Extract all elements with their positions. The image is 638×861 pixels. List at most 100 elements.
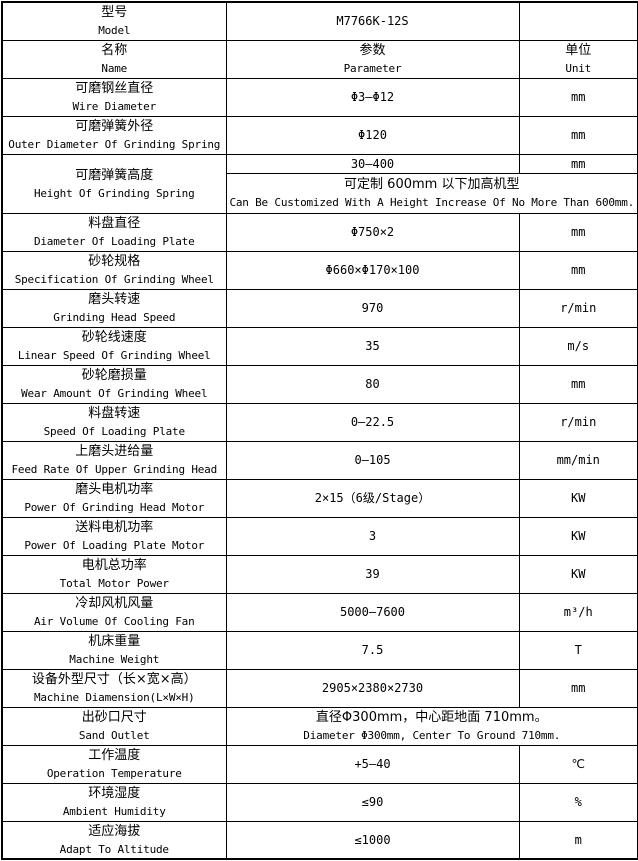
unit-cell: r/min <box>518 402 638 442</box>
param-name-zh: 上磨头进给量 <box>75 444 154 459</box>
unit-value: mm <box>571 225 586 239</box>
param-name-en: Power Of Loading Plate Motor <box>24 539 205 552</box>
row-model: 型号 Model M7766K-12S <box>1 1 638 41</box>
param-value: +5—40 <box>354 757 391 771</box>
unit-value: mm <box>571 128 586 142</box>
param-value-cell: ≤90 <box>225 782 520 822</box>
param-name-zh: 可磨钢丝直径 <box>75 81 154 96</box>
unit-value: mm <box>571 377 586 391</box>
row-wire-diameter: 可磨钢丝直径 Wire Diameter Φ3—Φ12 mm <box>1 77 638 117</box>
param-name-en: Specification Of Grinding Wheel <box>14 273 214 286</box>
param-name-en: Wear Amount Of Grinding Wheel <box>21 387 208 400</box>
param-name-en: Diameter Of Loading Plate <box>33 235 195 248</box>
param-value: 30—400 <box>350 156 395 171</box>
row-wheel-linear-speed: 砂轮线速度 Linear Speed Of Grinding Wheel 35 … <box>1 326 638 366</box>
param-value-cell: 2905×2380×2730 <box>225 668 520 708</box>
param-value: 2×15（6级/Stage） <box>314 491 431 505</box>
unit-value: m <box>574 832 582 847</box>
row-machine-weight: 机床重量 Machine Weight 7.5 T <box>1 630 638 670</box>
row-loading-plate-diameter: 料盘直径 Diameter Of Loading Plate Φ750×2 mm <box>1 212 638 252</box>
param-name-zh: 送料电机功率 <box>75 520 154 535</box>
row-wheel-wear-amount: 砂轮磨损量 Wear Amount Of Grinding Wheel 80 m… <box>1 364 638 404</box>
param-value-cell: +5—40 <box>225 744 520 784</box>
param-value: 35 <box>365 339 380 353</box>
unit-value: mm <box>571 90 586 104</box>
param-value: Φ750×2 <box>350 225 395 239</box>
unit-value: % <box>574 795 582 809</box>
param-value-cell: 3 <box>225 516 520 556</box>
param-value-cell: 970 <box>225 288 520 328</box>
header-unit-cell: 单位 Unit <box>518 39 638 79</box>
param-name-en: Power Of Grinding Head Motor <box>24 501 205 514</box>
row-loading-plate-motor-power: 送料电机功率 Power Of Loading Plate Motor 3 KW <box>1 516 638 556</box>
unit-cell: mm <box>518 77 638 117</box>
unit-cell: m³/h <box>518 592 638 632</box>
row-machine-dimension: 设备外型尺寸（长×宽×高） Machine Diamension(L×W×H) … <box>1 668 638 708</box>
param-value: Φ660×Φ170×100 <box>325 263 420 277</box>
param-name-zh: 可磨弹簧外径 <box>75 119 154 134</box>
param-value-cell: 7.5 <box>225 630 520 670</box>
param-name-zh: 环境湿度 <box>88 786 141 801</box>
param-name-zh: 磨头电机功率 <box>75 482 154 497</box>
model-label-zh: 型号 <box>101 5 128 21</box>
param-value-cell: ≤1000 <box>225 820 520 860</box>
unit-cell: ℃ <box>518 744 638 784</box>
unit-value: m/s <box>567 339 590 353</box>
param-value: 39 <box>365 567 380 581</box>
unit-value: ℃ <box>571 757 585 771</box>
param-value: 7.5 <box>361 643 384 657</box>
param-name-cell: 可磨钢丝直径 Wire Diameter <box>1 77 227 117</box>
model-label-en: Model <box>98 24 131 38</box>
param-name-en: Feed Rate Of Upper Grinding Head <box>11 463 218 476</box>
param-name-cell: 磨头电机功率 Power Of Grinding Head Motor <box>1 478 227 518</box>
header-name-en: Name <box>101 62 128 75</box>
row-spring-height-note: 可定制 600mm 以下加高机型 Can Be Customized With … <box>2 172 638 214</box>
param-value-cell: Φ660×Φ170×100 <box>225 250 520 290</box>
row-cooling-fan-air-volume: 冷却风机风量 Air Volume Of Cooling Fan 5000—76… <box>1 592 638 632</box>
header-unit-zh: 单位 <box>565 43 592 58</box>
unit-value: r/min <box>560 301 597 315</box>
param-name-zh: 电机总功率 <box>81 558 147 573</box>
row-grinding-head-speed: 磨头转速 Grinding Head Speed 970 r/min <box>1 288 638 328</box>
unit-value: mm <box>571 263 586 277</box>
param-name-zh: 料盘转速 <box>88 406 141 421</box>
param-value: Φ3—Φ12 <box>350 90 395 104</box>
param-name-en: Ambient Humidity <box>62 805 166 818</box>
param-name-zh: 砂轮线速度 <box>81 330 147 345</box>
param-name-cell: 工作温度 Operation Temperature <box>1 744 227 784</box>
unit-cell: mm <box>518 364 638 404</box>
param-name-zh: 料盘直径 <box>88 216 141 231</box>
unit-cell: KW <box>518 478 638 518</box>
param-value: 0—22.5 <box>350 415 395 429</box>
param-name-zh: 机床重量 <box>88 634 141 649</box>
unit-value: mm <box>571 681 586 695</box>
row-adapt-altitude: 适应海拔 Adapt To Altitude ≤1000 m <box>1 820 638 860</box>
unit-cell: KW <box>518 554 638 594</box>
param-name-cell: 砂轮规格 Specification Of Grinding Wheel <box>1 250 227 290</box>
param-name-zh: 可磨弹簧高度 <box>75 167 154 183</box>
param-name-cell: 适应海拔 Adapt To Altitude <box>1 820 227 860</box>
param-name-zh: 工作温度 <box>88 748 141 763</box>
param-value-cell: 2×15（6级/Stage） <box>225 478 520 518</box>
param-name-zh: 砂轮磨损量 <box>81 368 147 383</box>
param-value: 3 <box>368 529 377 543</box>
param-value: 2905×2380×2730 <box>321 681 424 695</box>
param-value-cell: 30—400 <box>225 153 520 174</box>
param-name-en: Wire Diameter <box>72 100 157 113</box>
param-value: ≤1000 <box>354 832 391 847</box>
param-name-cell: 送料电机功率 Power Of Loading Plate Motor <box>1 516 227 556</box>
header-parameter-zh: 参数 <box>359 43 386 58</box>
model-unit-cell <box>518 1 638 41</box>
unit-cell: m/s <box>518 326 638 366</box>
sand-outlet-value-en: Diameter Φ300mm, Center To Ground 710mm. <box>303 729 561 742</box>
param-name-en: Operation Temperature <box>46 767 182 780</box>
row-column-headers: 名称 Name 参数 Parameter 单位 Unit <box>1 39 638 79</box>
param-name-zh: 砂轮规格 <box>88 254 141 269</box>
row-loading-plate-speed: 料盘转速 Speed Of Loading Plate 0—22.5 r/min <box>1 402 638 442</box>
unit-cell: T <box>518 630 638 670</box>
param-name-cell: 料盘转速 Speed Of Loading Plate <box>1 402 227 442</box>
param-value: Φ120 <box>358 128 387 142</box>
param-name-en: Grinding Head Speed <box>53 311 176 324</box>
unit-value: KW <box>571 567 586 581</box>
param-value-cell: 0—22.5 <box>225 402 520 442</box>
